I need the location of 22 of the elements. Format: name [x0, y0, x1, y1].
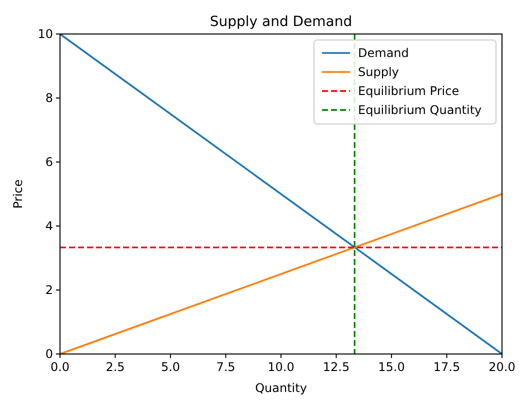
y-tick-label: 4 — [45, 219, 53, 233]
legend-label: Demand — [358, 46, 409, 60]
x-tick-label: 17.5 — [433, 360, 460, 374]
legend-label: Supply — [358, 65, 399, 79]
chart-title: Supply and Demand — [210, 14, 352, 30]
ref-line-label: Equilibrium Quantity — [358, 103, 482, 117]
x-tick-label: 7.5 — [216, 360, 236, 374]
x-tick-label: 12.5 — [322, 360, 350, 374]
x-tick-label: 0.0 — [50, 360, 70, 374]
y-tick-label: 8 — [45, 91, 53, 105]
y-tick-label: 0 — [45, 347, 53, 361]
y-tick-label: 2 — [45, 283, 53, 297]
y-tick-label: 10 — [38, 27, 53, 41]
legend-label: Equilibrium Price — [358, 84, 460, 98]
x-tick-label: 15.0 — [378, 360, 405, 374]
x-tick-label: 2.5 — [106, 360, 125, 374]
x-tick-label: 5.0 — [160, 360, 180, 374]
x-tick-label: 20.0 — [488, 360, 516, 374]
x-axis-title: Quantity — [255, 381, 307, 395]
y-tick-label: 6 — [45, 155, 53, 169]
y-axis-title: Price — [11, 179, 25, 209]
x-tick-label: 10.0 — [268, 360, 294, 374]
